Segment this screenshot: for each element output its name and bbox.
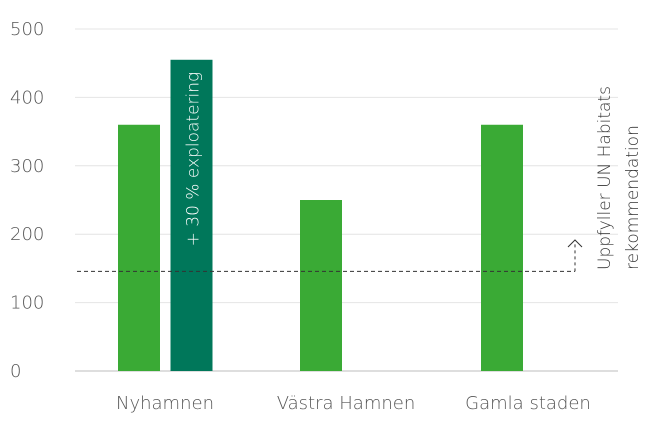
bar-västra-hamnen [300, 200, 342, 371]
x-category-label: Västra Hamnen [277, 393, 416, 414]
x-category-label: Nyhamnen [116, 393, 214, 414]
x-category-label: Gamla staden [465, 393, 591, 414]
grid-lines [75, 28, 618, 372]
reference-annotation-line: Uppfyller UN Habitats [595, 86, 615, 270]
bar-nyhamnen [118, 124, 160, 371]
reference-line-group: Uppfyller UN Habitats rekommendation [77, 86, 643, 272]
y-tick-label: 500 [10, 19, 44, 40]
x-axis-category-labels: Nyhamnen Västra Hamnen Gamla staden [116, 393, 591, 414]
y-tick-label: 100 [10, 293, 44, 314]
y-tick-label: 200 [10, 224, 44, 245]
reference-arrow-head [567, 239, 583, 248]
y-axis-tick-labels: 0 100 200 300 400 500 [10, 19, 44, 382]
bars: + 30 % exploatering [118, 59, 523, 371]
bar-data-label: + 30 % exploatering [184, 72, 204, 247]
bar-gamla-staden [481, 124, 523, 371]
y-tick-label: 400 [10, 87, 44, 108]
bar-nyhamnen-exploatering [170, 59, 213, 371]
y-tick-label: 300 [10, 156, 44, 177]
reference-annotation-line: rekommendation [623, 125, 643, 270]
y-tick-label: 0 [10, 361, 21, 382]
